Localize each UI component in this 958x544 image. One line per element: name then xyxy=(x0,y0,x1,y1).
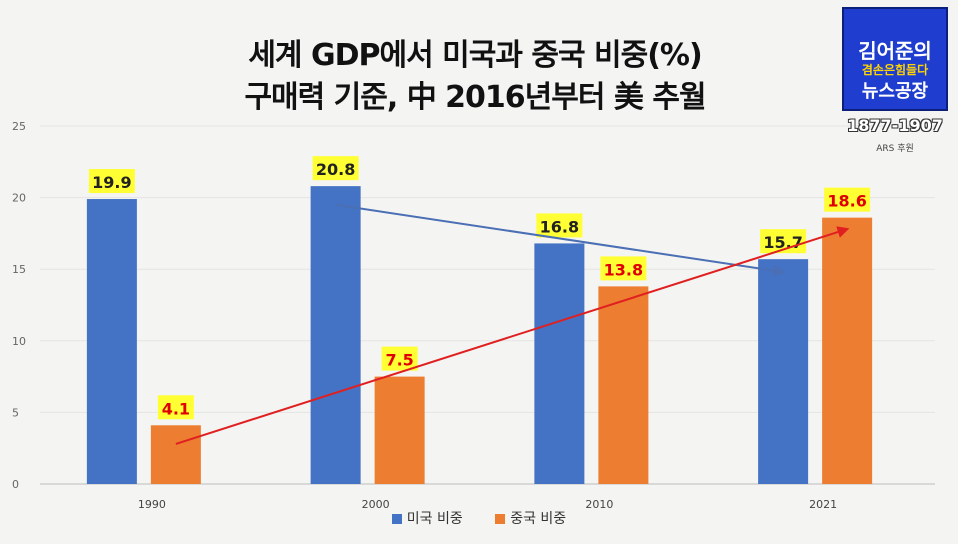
legend-item-china: 중국 비중 xyxy=(495,508,566,528)
data-label-1-1990: 4.1 xyxy=(162,399,190,418)
data-label-0-2010: 16.8 xyxy=(540,217,579,236)
data-label-bg-1-2021 xyxy=(824,187,871,212)
logo-name: 김어준의 xyxy=(858,39,932,63)
legend-item-us: 미국 비중 xyxy=(391,508,463,528)
x-tick-label-2000: 2000 xyxy=(362,498,390,511)
data-label-0-2000: 20.8 xyxy=(316,160,355,179)
legend-label-us: 미국 비중 xyxy=(406,511,463,527)
logo-years: 1877-1907 xyxy=(847,116,943,135)
x-tick-label-2021: 2021 xyxy=(809,498,837,511)
y-tick-label-5: 5 xyxy=(12,406,19,419)
legend-swatch-us xyxy=(391,514,402,524)
chart-title-line2: 구매력 기준, 中 2016년부터 美 추월 xyxy=(244,80,706,115)
trend-arrow-0 xyxy=(335,203,786,277)
logo-credit: ARS 후원 xyxy=(876,144,914,154)
bar-0-2010 xyxy=(534,243,585,484)
data-label-bg-1-1990 xyxy=(157,395,194,420)
data-label-bg-0-2010 xyxy=(536,213,583,238)
data-label-1-2021: 18.6 xyxy=(827,192,866,211)
data-label-bg-1-2010 xyxy=(600,256,647,281)
logo-show: 뉴스공장 xyxy=(861,81,929,102)
data-label-bg-0-2000 xyxy=(312,156,359,181)
y-tick-label-0: 0 xyxy=(12,478,19,491)
y-tick-label-15: 15 xyxy=(12,263,26,276)
bar-0-2000 xyxy=(310,186,361,485)
x-tick-label-2010: 2010 xyxy=(585,498,613,511)
bar-1-1990 xyxy=(150,425,201,484)
y-tick-label-20: 20 xyxy=(12,192,26,205)
trend-arrow-1 xyxy=(175,226,850,445)
bar-0-2021 xyxy=(758,259,809,484)
legend-label-china: 중국 비중 xyxy=(510,511,567,527)
bar-1-2000 xyxy=(374,376,425,484)
data-label-1-2000: 7.5 xyxy=(385,351,413,370)
data-label-bg-0-1990 xyxy=(88,169,135,194)
x-tick-label-1990: 1990 xyxy=(138,498,166,511)
chart-title-line1: 세계 GDP에서 미국과 중국 비중(%) xyxy=(248,38,702,73)
bar-1-2010 xyxy=(598,286,649,484)
logo-slogan: 겸손은힘들다 xyxy=(861,63,929,77)
data-label-0-1990: 19.9 xyxy=(92,173,131,192)
bar-1-2021 xyxy=(822,217,873,484)
y-tick-label-10: 10 xyxy=(12,335,26,348)
data-label-1-2010: 13.8 xyxy=(604,260,643,279)
legend-swatch-china xyxy=(495,514,506,524)
y-tick-label-25: 25 xyxy=(12,120,26,133)
bar-0-1990 xyxy=(86,199,137,485)
legend: 미국 비중 중국 비중 xyxy=(0,508,958,528)
data-label-bg-1-2000 xyxy=(381,346,418,371)
channel-logo: 김어준의 겸손은힘들다 뉴스공장 xyxy=(842,7,948,111)
